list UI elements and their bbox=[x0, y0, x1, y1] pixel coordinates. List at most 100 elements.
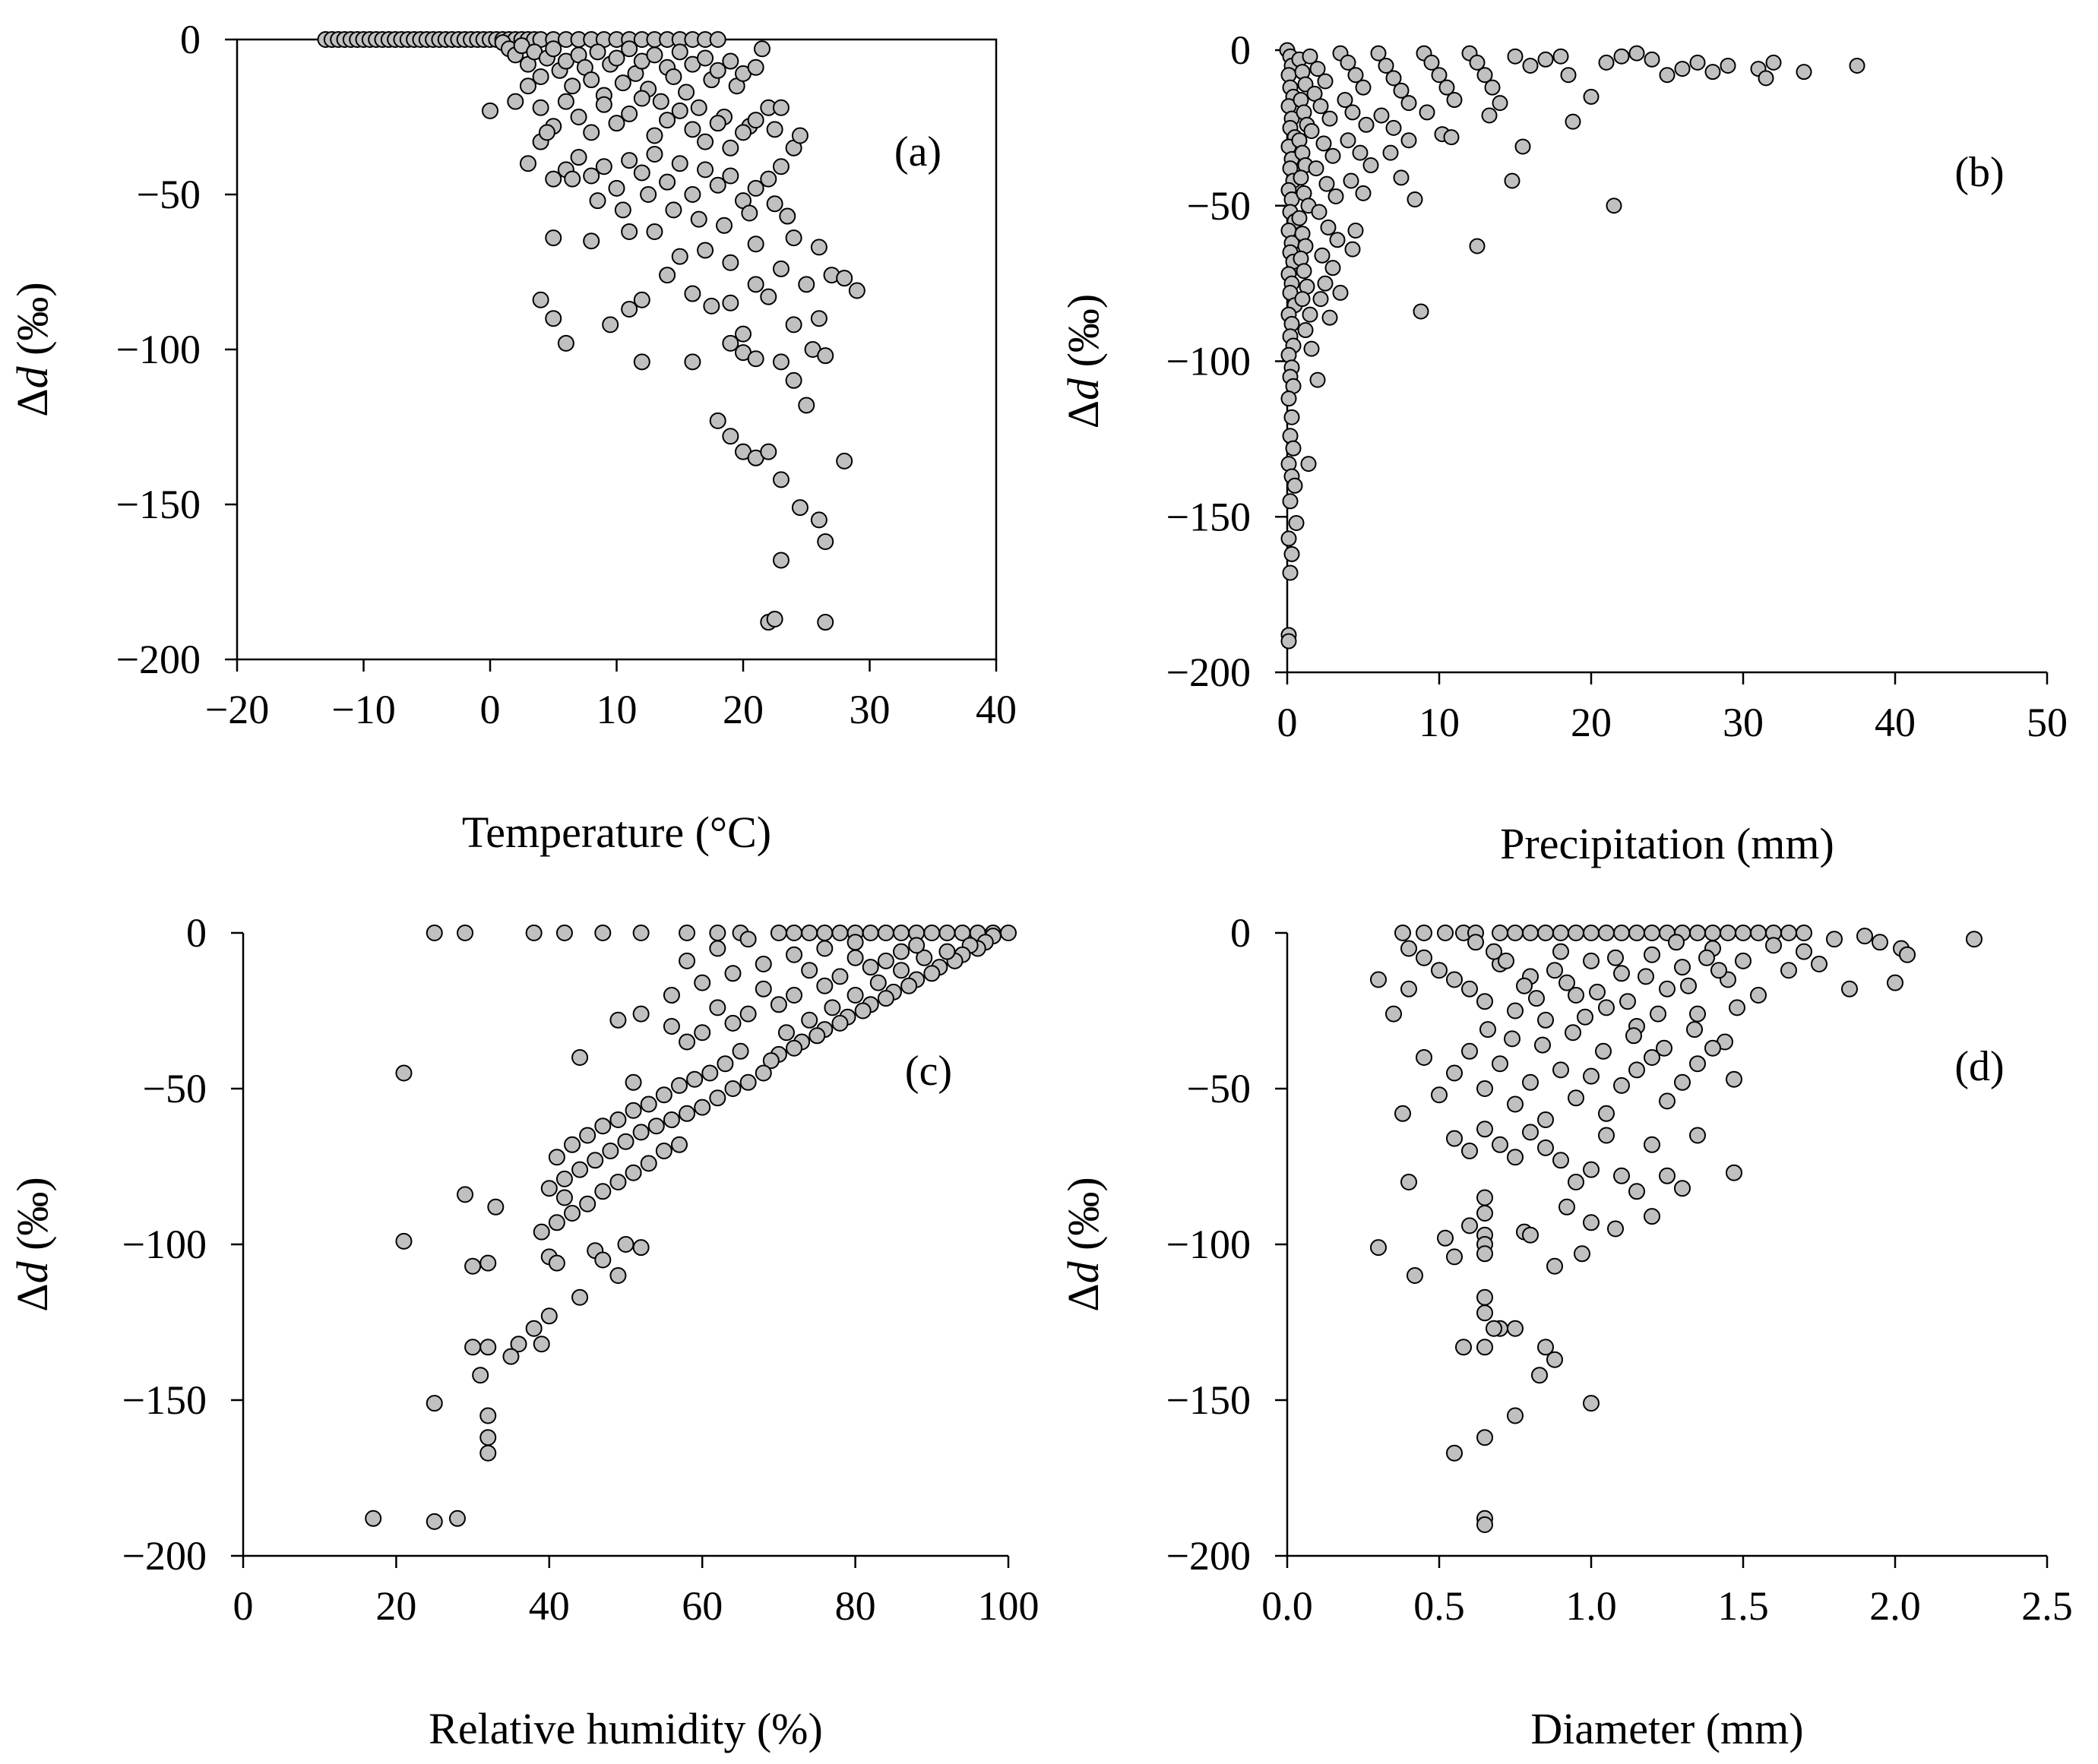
data-point bbox=[555, 1189, 573, 1206]
data-point bbox=[557, 93, 574, 110]
data-point bbox=[810, 511, 827, 529]
data-point bbox=[1378, 57, 1394, 74]
x-tick-label: 2.5 bbox=[2021, 1583, 2073, 1629]
y-tick-label: −150 bbox=[1166, 494, 1251, 539]
x-tick-label: 0 bbox=[233, 1583, 254, 1629]
data-point bbox=[1537, 1111, 1554, 1128]
data-point bbox=[703, 297, 720, 315]
data-point bbox=[602, 1143, 619, 1159]
data-point bbox=[678, 84, 695, 101]
data-point bbox=[1656, 1039, 1672, 1057]
data-point bbox=[1355, 79, 1372, 96]
data-point bbox=[1507, 48, 1524, 65]
data-point bbox=[1446, 971, 1463, 988]
data-point bbox=[608, 179, 625, 197]
data-point bbox=[722, 334, 739, 352]
data-point bbox=[1437, 925, 1454, 941]
data-point bbox=[1537, 1011, 1554, 1029]
data-point bbox=[690, 210, 707, 228]
data-point bbox=[532, 99, 549, 116]
x-tick-label: 1.0 bbox=[1565, 1583, 1617, 1629]
data-point bbox=[1320, 219, 1337, 236]
data-point bbox=[772, 260, 790, 277]
data-point bbox=[1628, 925, 1645, 941]
data-point bbox=[1492, 1136, 1508, 1153]
data-point bbox=[810, 310, 827, 327]
data-point bbox=[1416, 925, 1432, 941]
data-point bbox=[772, 353, 790, 371]
data-point bbox=[1306, 85, 1323, 102]
data-point bbox=[1280, 633, 1297, 650]
data-point bbox=[617, 1133, 634, 1150]
y-tick-label: −50 bbox=[1187, 183, 1251, 229]
panel-label: (b) bbox=[1954, 149, 2004, 196]
data-point bbox=[1303, 340, 1320, 357]
data-point bbox=[747, 179, 764, 197]
x-tick-label: 0 bbox=[480, 687, 501, 732]
data-point bbox=[1726, 1070, 1742, 1088]
data-point bbox=[1280, 530, 1297, 547]
data-point bbox=[786, 925, 803, 941]
data-point bbox=[684, 353, 701, 371]
data-point bbox=[877, 952, 894, 969]
data-point bbox=[595, 96, 612, 113]
data-point bbox=[1704, 1039, 1721, 1057]
y-axis-title: Δd (‰) bbox=[8, 1177, 57, 1311]
data-point bbox=[632, 1005, 650, 1023]
data-point bbox=[1358, 116, 1375, 133]
data-point bbox=[766, 195, 783, 213]
x-tick-label: 0 bbox=[1277, 700, 1298, 745]
data-point bbox=[877, 925, 894, 941]
data-point bbox=[1628, 1061, 1645, 1079]
data-point bbox=[846, 949, 864, 966]
data-point bbox=[538, 124, 555, 141]
data-point bbox=[519, 77, 536, 95]
data-point bbox=[1507, 1320, 1524, 1337]
data-point bbox=[1560, 67, 1577, 84]
data-point bbox=[1309, 61, 1326, 77]
y-tick-label: −200 bbox=[1166, 650, 1251, 695]
data-point bbox=[614, 74, 631, 92]
data-point bbox=[709, 115, 726, 132]
data-point bbox=[1522, 1226, 1539, 1244]
data-point bbox=[900, 977, 918, 994]
data-point bbox=[426, 1395, 443, 1412]
data-point bbox=[1613, 1167, 1630, 1184]
data-point bbox=[1796, 925, 1812, 941]
data-point bbox=[1537, 925, 1554, 941]
data-point bbox=[1461, 1143, 1478, 1159]
data-point bbox=[1312, 291, 1329, 308]
data-point bbox=[1613, 925, 1630, 941]
data-point bbox=[1659, 1092, 1676, 1110]
panel-b-precipitation: 0 10 20 30 40 50 0 −50 −100 −150 −200 Precipitation… bbox=[1058, 27, 2068, 868]
data-point bbox=[1416, 949, 1432, 966]
y-axis-title: Δd (‰) bbox=[1058, 294, 1108, 428]
data-point bbox=[1546, 1351, 1563, 1368]
data-point bbox=[1312, 98, 1329, 115]
data-point bbox=[908, 937, 926, 954]
data-point bbox=[836, 452, 853, 469]
data-point bbox=[747, 58, 764, 76]
data-point bbox=[786, 946, 803, 963]
data-point bbox=[817, 614, 834, 631]
data-point bbox=[621, 40, 638, 58]
data-point bbox=[854, 1002, 872, 1020]
y-tick-label: −100 bbox=[1166, 1222, 1251, 1267]
data-point bbox=[1568, 925, 1584, 941]
data-point bbox=[1531, 1367, 1548, 1384]
data-point bbox=[816, 940, 834, 957]
data-point bbox=[395, 1232, 413, 1250]
data-point bbox=[1504, 1030, 1520, 1048]
data-point bbox=[1899, 946, 1916, 963]
data-point bbox=[545, 310, 562, 327]
data-point bbox=[824, 999, 841, 1016]
data-point bbox=[1443, 129, 1460, 146]
data-point bbox=[564, 170, 581, 188]
x-axis-title: Diameter (mm) bbox=[1530, 1704, 1803, 1753]
data-point bbox=[1583, 1161, 1600, 1178]
data-point bbox=[1720, 57, 1736, 74]
data-point bbox=[722, 254, 739, 271]
y-tick-label: 0 bbox=[1230, 27, 1251, 73]
x-tick-label: 0.5 bbox=[1413, 1583, 1465, 1629]
data-point bbox=[1385, 1005, 1402, 1023]
